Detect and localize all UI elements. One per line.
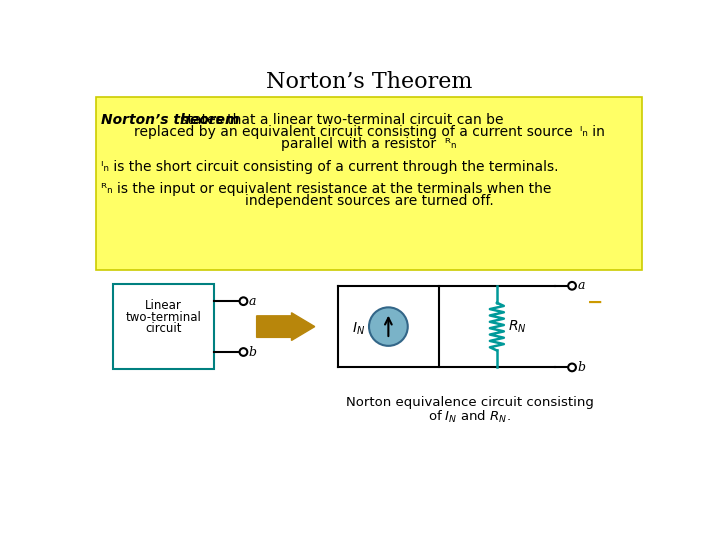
Text: Norton’s Theorem: Norton’s Theorem [266,71,472,93]
Text: two-terminal: two-terminal [126,311,202,324]
Circle shape [240,298,248,305]
Text: b: b [249,346,257,359]
Bar [113,284,214,369]
Circle shape [568,363,576,372]
FancyArrow shape [256,313,315,340]
Text: b: b [577,361,585,374]
Text: of $I_N$ and $R_N$.: of $I_N$ and $R_N$. [428,409,511,425]
Circle shape [240,348,248,356]
Text: replaced by an equivalent circuit consisting of a current source  ᴵₙ in: replaced by an equivalent circuit consis… [134,125,604,139]
Circle shape [568,282,576,289]
Text: parallel with a resistor  ᴿₙ: parallel with a resistor ᴿₙ [282,137,456,151]
Text: ᴿₙ is the input or equivalent resistance at the terminals when the: ᴿₙ is the input or equivalent resistance… [101,182,552,196]
Text: a: a [249,295,256,308]
Text: $I_N$: $I_N$ [352,321,365,337]
Text: Linear: Linear [145,299,182,312]
Circle shape [369,307,408,346]
Text: independent sources are turned off.: independent sources are turned off. [245,194,493,208]
Text: states that a linear two-terminal circuit can be: states that a linear two-terminal circui… [176,112,503,126]
Bar [96,97,642,271]
Text: ᴵₙ is the short circuit consisting of a current through the terminals.: ᴵₙ is the short circuit consisting of a … [101,160,558,174]
Text: circuit: circuit [145,322,182,335]
Text: Norton equivalence circuit consisting: Norton equivalence circuit consisting [346,396,594,409]
Text: Norton’s theorem: Norton’s theorem [101,112,239,126]
Text: a: a [577,279,585,292]
Text: −: − [587,293,603,312]
Text: $R_N$: $R_N$ [508,319,527,335]
